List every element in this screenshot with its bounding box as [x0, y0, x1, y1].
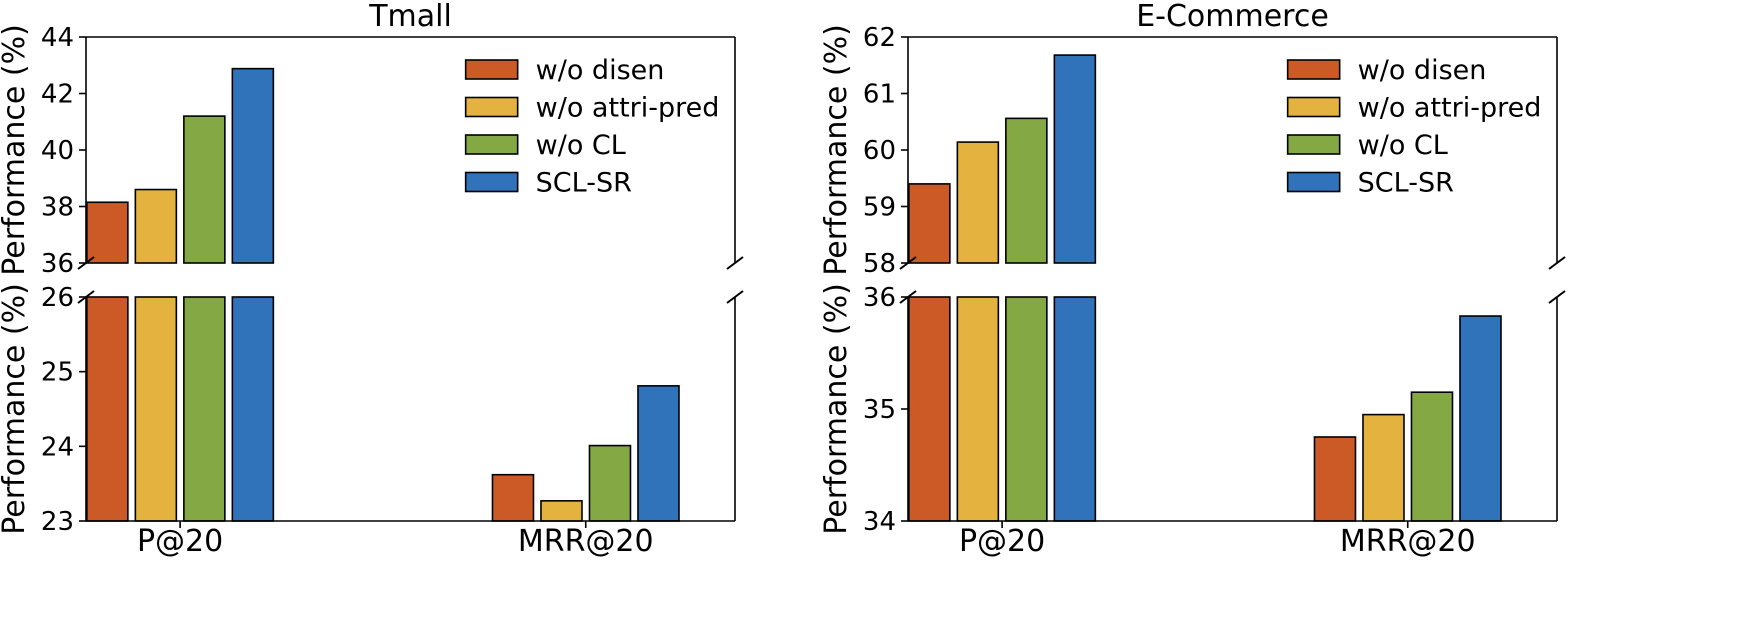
- y-tick-label: 24: [41, 432, 74, 462]
- y-tick-label: 60: [863, 136, 896, 166]
- bar-lower: [183, 296, 226, 522]
- bar-upper: [231, 67, 275, 264]
- bar-upper: [956, 141, 1000, 264]
- bar-upper: [1053, 54, 1097, 264]
- y-tick-label: 40: [41, 136, 74, 166]
- bar: [1362, 413, 1405, 522]
- legend-label: w/o CL: [536, 130, 626, 161]
- x-tick-label: P@20: [137, 524, 223, 559]
- y-tick-label: 44: [41, 23, 74, 53]
- y-axis-label-lower: Performance (%): [819, 283, 854, 535]
- bar-lower: [956, 296, 1000, 522]
- bar: [588, 444, 632, 522]
- chart-panel-1: 36 38 40 42 44 23 24 25 26 P@20 MRR@20 Tmall Perform…: [0, 0, 744, 559]
- legend-label: w/o attri-pred: [1358, 93, 1542, 124]
- legend-label: w/o disen: [536, 55, 665, 86]
- bar: [1313, 436, 1357, 522]
- bar-lower: [86, 296, 129, 522]
- bar: [1459, 315, 1502, 522]
- y-tick-label: 58: [863, 249, 896, 279]
- y-tick-label: 36: [41, 249, 74, 279]
- y-tick-label: 62: [863, 23, 896, 53]
- bar-upper: [1005, 117, 1048, 264]
- bar: [540, 500, 583, 522]
- chart-title: Tmall: [368, 0, 452, 34]
- bar-lower: [231, 296, 275, 522]
- legend-swatch: [464, 59, 519, 80]
- legend-label: w/o attri-pred: [536, 93, 720, 124]
- bar-lower: [134, 296, 178, 522]
- axis-break-mark: [726, 290, 744, 304]
- legend-label: w/o CL: [1358, 130, 1448, 161]
- y-tick-label: 59: [863, 193, 896, 223]
- bar-upper: [183, 115, 226, 264]
- axis-break-mark: [726, 256, 744, 270]
- x-tick-label: P@20: [959, 524, 1045, 559]
- y-tick-label: 38: [41, 193, 74, 223]
- legend-swatch: [1286, 59, 1341, 80]
- bar: [637, 385, 680, 522]
- bar-lower: [908, 296, 951, 522]
- bar-lower: [1053, 296, 1097, 522]
- legend-swatch: [464, 96, 519, 118]
- y-axis-label-lower: Performance (%): [0, 283, 32, 535]
- bar-upper: [134, 188, 178, 264]
- legend-label: w/o disen: [1358, 55, 1487, 86]
- y-tick-label: 36: [863, 283, 896, 313]
- y-tick-label: 35: [863, 395, 896, 425]
- legend-swatch: [1286, 171, 1341, 193]
- bar-upper: [86, 201, 129, 264]
- legend-label: SCL-SR: [1358, 168, 1454, 199]
- y-tick-label: 42: [41, 80, 74, 110]
- chart-title: E-Commerce: [1136, 0, 1329, 34]
- legend-label: SCL-SR: [536, 168, 632, 199]
- legend-swatch: [1286, 134, 1341, 155]
- y-tick-label: 23: [41, 507, 74, 537]
- legend-swatch: [464, 134, 519, 155]
- axis-break-mark: [1548, 290, 1566, 304]
- chart-panel-2: 58 59 60 61 62 34 35 36 P@20 MRR@20 E-Commerce Perf…: [819, 0, 1566, 559]
- y-tick-label: 61: [863, 80, 896, 110]
- legend-swatch: [1286, 96, 1341, 118]
- y-tick-label: 26: [41, 283, 74, 313]
- bar: [491, 473, 535, 522]
- x-tick-label: MRR@20: [518, 524, 654, 559]
- y-axis-label-upper: Performance (%): [0, 24, 32, 276]
- y-tick-label: 34: [863, 507, 896, 537]
- legend-swatch: [464, 171, 519, 193]
- y-axis-label-upper: Performance (%): [819, 24, 854, 276]
- bar-upper: [908, 183, 951, 264]
- bar-lower: [1005, 296, 1048, 522]
- y-tick-label: 25: [41, 358, 74, 388]
- axis-break-mark: [1548, 256, 1566, 270]
- bar: [1410, 391, 1454, 522]
- x-tick-label: MRR@20: [1340, 524, 1476, 559]
